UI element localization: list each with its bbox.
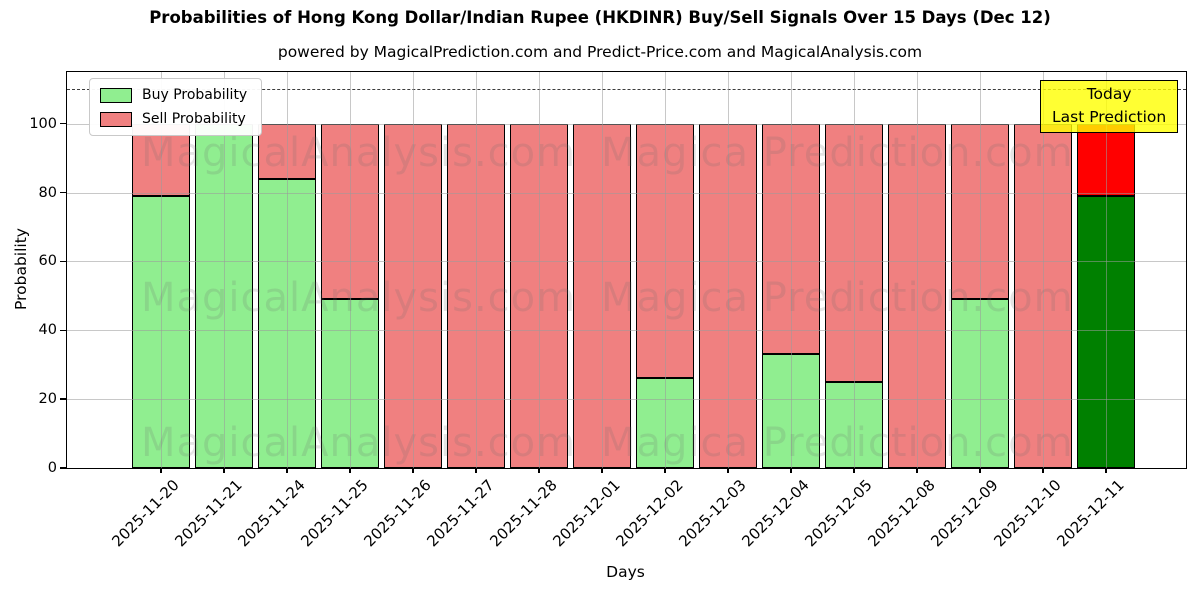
- x-gridline-2025-11-28: [538, 72, 540, 468]
- y-tick-label-40: 40: [38, 322, 57, 339]
- x-tick-2025-12-04: [790, 468, 792, 473]
- x-gridline-2025-12-02: [664, 72, 666, 468]
- watermark-left-row1: MagicalAnalysis.com: [141, 130, 577, 176]
- y-tick-100: [60, 122, 67, 125]
- buy-probability-swatch: [100, 87, 132, 103]
- plot-area: Buy Probability Sell Probability Today L…: [29, 71, 1187, 550]
- x-tick-2025-11-24: [286, 468, 288, 473]
- x-gridline-2025-11-24: [286, 72, 288, 468]
- x-tick-label-2025-11-27: 2025-11-27: [423, 476, 498, 551]
- x-tick-2025-12-03: [727, 468, 729, 473]
- x-tick-2025-12-09: [979, 468, 981, 473]
- x-tick-label-2025-12-03: 2025-12-03: [675, 476, 750, 551]
- watermark-right-row3: Magica Prediction.com: [601, 420, 1074, 466]
- x-tick-label-2025-11-26: 2025-11-26: [360, 476, 435, 551]
- x-tick-label-2025-12-04: 2025-12-04: [738, 476, 813, 551]
- y-tick-80: [60, 191, 67, 194]
- x-tick-2025-11-20: [160, 468, 162, 473]
- x-tick-label-2025-12-08: 2025-12-08: [864, 476, 939, 551]
- x-gridline-2025-12-09: [979, 72, 981, 468]
- x-gridline-2025-11-20: [160, 72, 162, 468]
- y-gridline-100: [67, 123, 1186, 125]
- y-tick-60: [60, 260, 67, 263]
- chart-subtitle: powered by MagicalPrediction.com and Pre…: [277, 43, 923, 61]
- y-tick-label-20: 20: [38, 391, 57, 408]
- dashed-threshold-line: [67, 89, 1186, 91]
- x-gridline-2025-11-27: [475, 72, 477, 468]
- x-gridline-2025-11-26: [412, 72, 414, 468]
- x-tick-label-2025-12-05: 2025-12-05: [801, 476, 876, 551]
- x-tick-label-2025-11-25: 2025-11-25: [297, 476, 372, 551]
- x-tick-2025-11-26: [412, 468, 414, 473]
- x-axis-label: Days: [606, 563, 645, 581]
- y-tick-label-60: 60: [38, 253, 57, 270]
- watermark-left-row2: MagicalAnalysis.com: [141, 275, 577, 321]
- y-tick-label-80: 80: [38, 184, 57, 201]
- x-tick-2025-11-27: [475, 468, 477, 473]
- legend-label-sell: Sell Probability: [142, 111, 246, 127]
- x-tick-2025-12-10: [1042, 468, 1044, 473]
- today-annotation: Today Last Prediction: [1040, 80, 1179, 133]
- legend: Buy Probability Sell Probability: [89, 78, 263, 136]
- x-gridline-2025-12-05: [853, 72, 855, 468]
- x-tick-2025-12-01: [601, 468, 603, 473]
- x-gridline-2025-11-25: [349, 72, 351, 468]
- y-gridline-60: [67, 261, 1186, 263]
- x-tick-2025-12-05: [853, 468, 855, 473]
- x-gridline-2025-12-01: [601, 72, 603, 468]
- x-gridline-2025-12-03: [727, 72, 729, 468]
- watermark-right-row1: Magica Prediction.com: [601, 130, 1074, 176]
- x-tick-label-2025-11-28: 2025-11-28: [486, 476, 561, 551]
- x-tick-label-2025-12-01: 2025-12-01: [549, 476, 624, 551]
- x-gridline-2025-12-10: [1042, 72, 1044, 468]
- x-tick-label-2025-12-02: 2025-12-02: [612, 476, 687, 551]
- y-gridline-20: [67, 399, 1186, 401]
- x-tick-2025-12-11: [1105, 468, 1107, 473]
- watermark-left-row3: MagicalAnalysis.com: [141, 420, 577, 466]
- legend-item-sell: Sell Probability: [100, 111, 247, 127]
- chart-title: Probabilities of Hong Kong Dollar/Indian…: [149, 8, 1051, 27]
- y-tick-40: [60, 329, 67, 331]
- x-gridline-2025-12-11: [1105, 72, 1107, 468]
- y-tick-label-100: 100: [29, 115, 57, 132]
- legend-label-buy: Buy Probability: [142, 87, 248, 103]
- x-tick-2025-11-21: [223, 468, 225, 473]
- y-tick-0: [60, 467, 67, 469]
- x-tick-label-2025-12-11: 2025-12-11: [1053, 476, 1128, 551]
- annotation-line-last-prediction: Last Prediction: [1052, 108, 1167, 127]
- x-tick-label-2025-12-10: 2025-12-10: [990, 476, 1065, 551]
- x-tick-label-2025-11-20: 2025-11-20: [108, 476, 183, 551]
- x-tick-label-2025-12-09: 2025-12-09: [927, 476, 1002, 551]
- annotation-line-today: Today: [1086, 85, 1132, 103]
- x-gridline-2025-12-04: [790, 72, 792, 468]
- x-gridline-2025-11-21: [223, 72, 225, 468]
- y-gridline-40: [67, 330, 1186, 332]
- x-tick-2025-12-08: [916, 468, 918, 473]
- x-tick-2025-12-02: [664, 468, 666, 473]
- x-tick-label-2025-11-24: 2025-11-24: [234, 476, 309, 551]
- y-tick-label-0: 0: [47, 460, 57, 476]
- legend-item-buy: Buy Probability: [100, 87, 247, 103]
- x-gridline-2025-12-08: [916, 72, 918, 468]
- y-tick-20: [60, 398, 67, 400]
- x-tick-label-2025-11-21: 2025-11-21: [171, 476, 246, 551]
- x-tick-2025-11-28: [538, 468, 540, 473]
- watermark-right-row2: Magica Prediction.com: [601, 275, 1074, 321]
- sell-probability-swatch: [100, 111, 132, 127]
- x-tick-2025-11-25: [349, 468, 351, 473]
- y-gridline-80: [67, 192, 1186, 194]
